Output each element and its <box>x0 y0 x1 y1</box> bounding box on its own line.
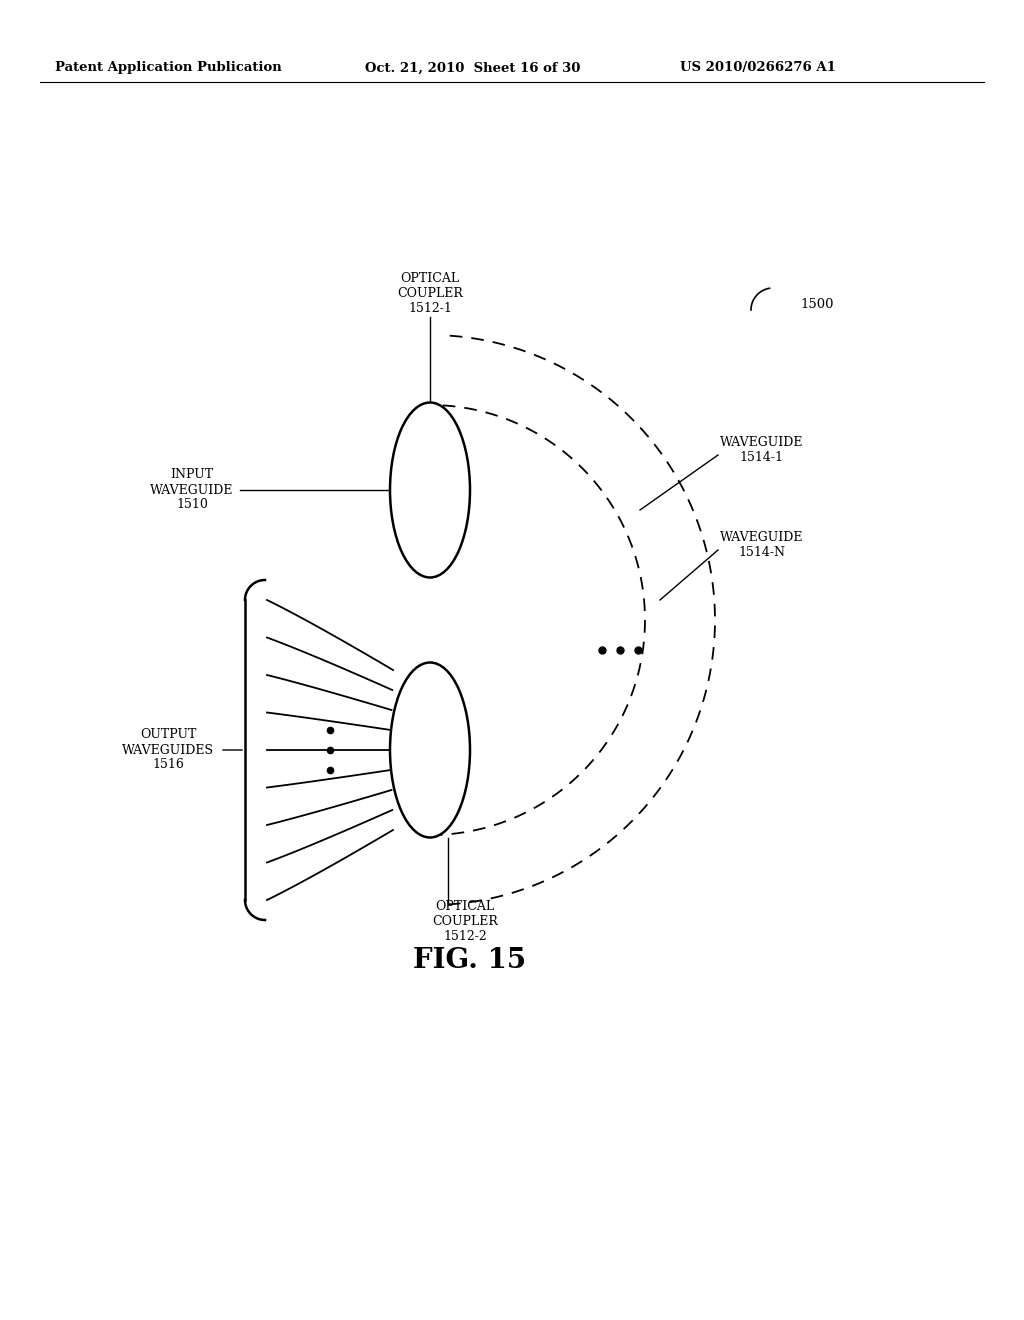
Text: OUTPUT
WAVEGUIDES
1516: OUTPUT WAVEGUIDES 1516 <box>122 729 214 771</box>
Text: OPTICAL
COUPLER
1512-1: OPTICAL COUPLER 1512-1 <box>397 272 463 315</box>
Text: OPTICAL
COUPLER
1512-2: OPTICAL COUPLER 1512-2 <box>432 900 498 942</box>
Text: WAVEGUIDE
1514-N: WAVEGUIDE 1514-N <box>720 531 804 558</box>
Text: WAVEGUIDE
1514-1: WAVEGUIDE 1514-1 <box>720 436 804 465</box>
Ellipse shape <box>390 663 470 837</box>
Text: FIG. 15: FIG. 15 <box>414 946 526 974</box>
Text: US 2010/0266276 A1: US 2010/0266276 A1 <box>680 62 836 74</box>
Text: 1500: 1500 <box>800 298 834 312</box>
Text: INPUT
WAVEGUIDE
1510: INPUT WAVEGUIDE 1510 <box>151 469 233 511</box>
Text: Patent Application Publication: Patent Application Publication <box>55 62 282 74</box>
Text: Oct. 21, 2010  Sheet 16 of 30: Oct. 21, 2010 Sheet 16 of 30 <box>365 62 581 74</box>
Ellipse shape <box>390 403 470 578</box>
